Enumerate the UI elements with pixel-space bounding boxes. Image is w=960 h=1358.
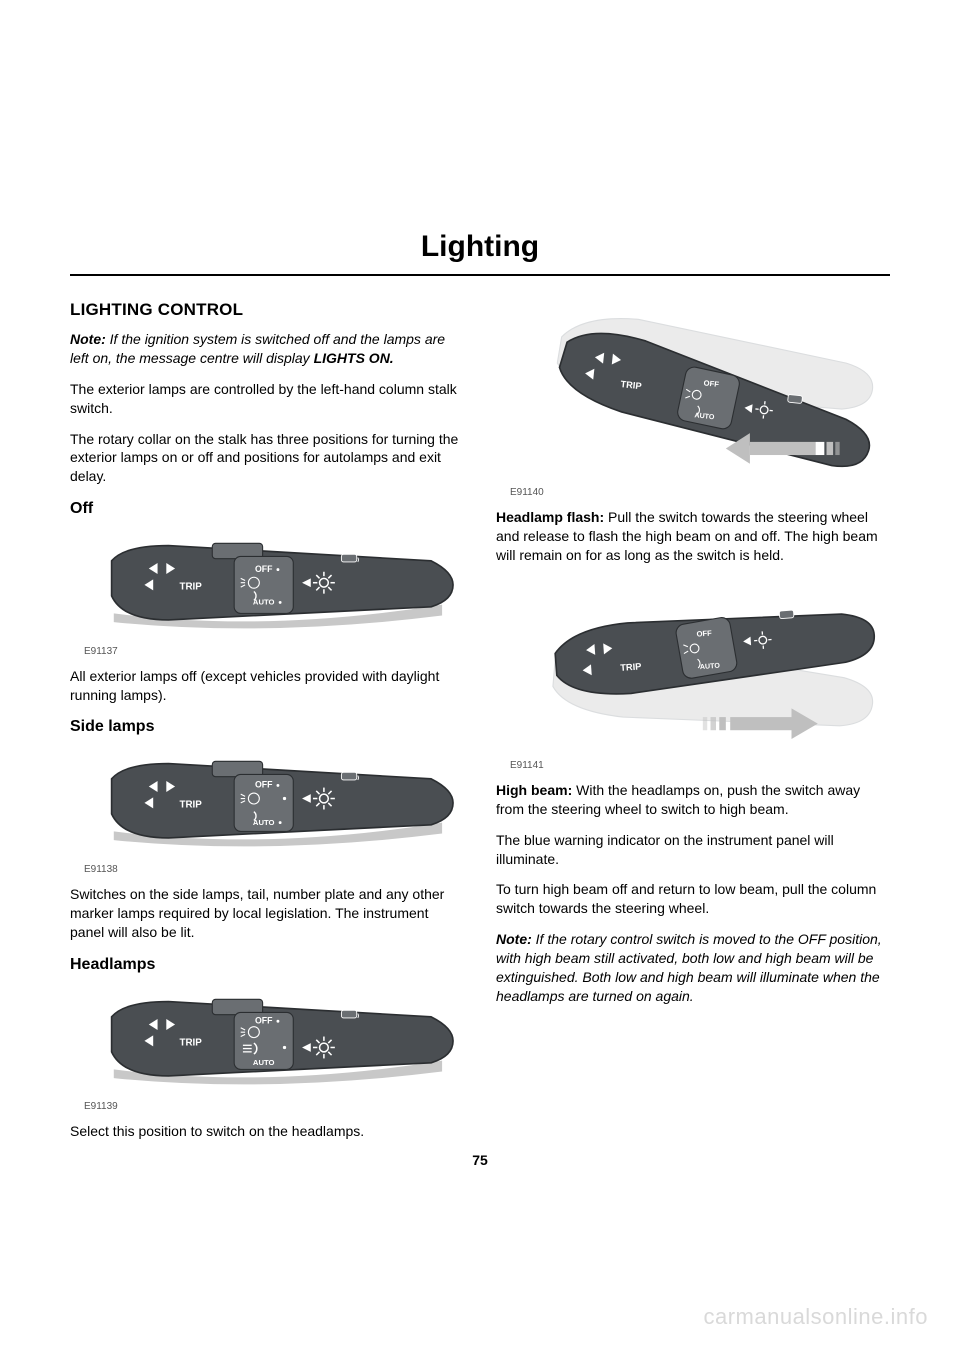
- note-label: Note:: [70, 331, 106, 347]
- lighting-control-heading: LIGHTING CONTROL: [70, 300, 464, 320]
- note-text-2: If the rotary control switch is moved to…: [496, 931, 882, 1004]
- figure-flash: OFF AUTO: [496, 304, 890, 479]
- note-label-2: Note:: [496, 931, 532, 947]
- svg-text:OFF: OFF: [696, 628, 712, 638]
- svg-text:TRIP: TRIP: [179, 1037, 202, 1048]
- highbeam-label: High beam:: [496, 782, 572, 798]
- flash-label: Headlamp flash:: [496, 509, 604, 525]
- para-exterior-controlled: The exterior lamps are controlled by the…: [70, 380, 464, 418]
- svg-text:AUTO: AUTO: [700, 661, 721, 670]
- left-column: LIGHTING CONTROL Note: If the ignition s…: [70, 300, 464, 1153]
- para-rotary-collar: The rotary collar on the stalk has three…: [70, 430, 464, 487]
- svg-text:AUTO: AUTO: [253, 598, 275, 607]
- figure-headlamps-label: E91139: [84, 1101, 464, 1112]
- svg-text:TRIP: TRIP: [620, 661, 642, 672]
- svg-text:TRIP: TRIP: [179, 800, 202, 811]
- title-rule: [70, 274, 890, 276]
- figure-highbeam-label: E91141: [510, 760, 890, 771]
- figure-sidelamps: OFF AUTO: [70, 746, 464, 855]
- watermark: carmanualsonline.info: [703, 1304, 928, 1330]
- stalk-sidelamps-icon: OFF AUTO: [70, 746, 464, 855]
- sidelamps-heading: Side lamps: [70, 718, 464, 736]
- stalk-highbeam-icon: OFF AUTO: [496, 577, 890, 752]
- off-heading: Off: [70, 500, 464, 518]
- stalk-flash-icon: OFF AUTO: [496, 304, 890, 479]
- figure-off: OFF AUTO: [70, 528, 464, 637]
- figure-sidelamps-label: E91138: [84, 864, 464, 875]
- stalk-off-icon: OFF AUTO: [70, 528, 464, 637]
- svg-text:OFF: OFF: [703, 378, 719, 389]
- figure-flash-label: E91140: [510, 487, 890, 498]
- page-title: Lighting: [70, 230, 890, 264]
- para-highbeam: High beam: With the headlamps on, push t…: [496, 781, 890, 819]
- figure-off-label: E91137: [84, 646, 464, 657]
- page-number: 75: [0, 1152, 960, 1168]
- figure-headlamps: OFF AUTO: [70, 984, 464, 1093]
- stalk-headlamps-icon: OFF AUTO: [70, 984, 464, 1093]
- headlamps-heading: Headlamps: [70, 956, 464, 974]
- svg-text:AUTO: AUTO: [253, 1058, 275, 1067]
- svg-text:OFF: OFF: [255, 1015, 273, 1025]
- figure-highbeam: OFF AUTO: [496, 577, 890, 752]
- para-blue-indicator: The blue warning indicator on the instru…: [496, 831, 890, 869]
- manual-page: Lighting LIGHTING CONTROL Note: If the i…: [0, 0, 960, 1358]
- para-off-desc: All exterior lamps off (except vehicles …: [70, 667, 464, 705]
- note-ignition-off: Note: If the ignition system is switched…: [70, 330, 464, 368]
- para-headlamp-flash: Headlamp flash: Pull the switch towards …: [496, 508, 890, 565]
- right-column: OFF AUTO: [496, 300, 890, 1153]
- svg-text:OFF: OFF: [255, 780, 273, 790]
- svg-text:AUTO: AUTO: [253, 818, 275, 827]
- note-rotary-off: Note: If the rotary control switch is mo…: [496, 930, 890, 1006]
- content-columns: LIGHTING CONTROL Note: If the ignition s…: [70, 300, 890, 1153]
- svg-text:OFF: OFF: [255, 564, 273, 574]
- para-headlamps-desc: Select this position to switch on the he…: [70, 1122, 464, 1141]
- para-sidelamps-desc: Switches on the side lamps, tail, number…: [70, 885, 464, 942]
- svg-text:TRIP: TRIP: [179, 582, 202, 593]
- para-return-lowbeam: To turn high beam off and return to low …: [496, 880, 890, 918]
- note-bold: LIGHTS ON.: [314, 350, 394, 366]
